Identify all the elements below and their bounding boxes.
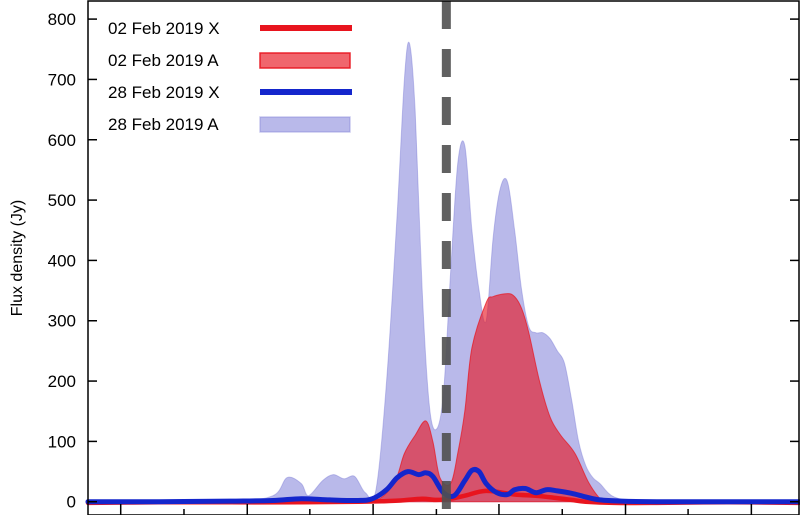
legend-label: 28 Feb 2019 X <box>108 83 220 102</box>
y-tick-label: 500 <box>48 191 76 210</box>
plot-frame <box>87 0 800 515</box>
legend-swatch-area <box>259 116 351 133</box>
line-series-layer <box>85 467 800 506</box>
y-tick-label: 800 <box>48 10 76 29</box>
y-tick-label: 0 <box>67 493 76 512</box>
legend-label: 28 Feb 2019 A <box>108 115 219 134</box>
legend-item-02-feb-2019-a: 02 Feb 2019 A <box>108 51 351 70</box>
y-axis: 0 100 200 300 400 500 600 700 800 <box>48 10 799 512</box>
y-tick-label: 700 <box>48 70 76 89</box>
y-axis-title: Flux density (Jy) <box>9 200 26 316</box>
y-tick-label: 300 <box>48 312 76 331</box>
legend-swatch-area <box>259 52 351 69</box>
legend: 02 Feb 2019 X 02 Feb 2019 A 28 Feb 2019 X 2… <box>108 19 352 134</box>
legend-label: 02 Feb 2019 A <box>108 51 219 70</box>
y-tick-label: 200 <box>48 372 76 391</box>
legend-item-02-feb-2019-x: 02 Feb 2019 X <box>108 19 352 38</box>
legend-item-28-feb-2019-x: 28 Feb 2019 X <box>108 83 352 102</box>
series-line-28-feb-2019-x <box>85 467 800 505</box>
x-axis <box>119 504 753 515</box>
y-tick-label: 100 <box>48 432 76 451</box>
legend-label: 02 Feb 2019 X <box>108 19 220 38</box>
legend-item-28-feb-2019-a: 28 Feb 2019 A <box>108 115 351 134</box>
y-tick-label: 400 <box>48 251 76 270</box>
y-tick-label: 600 <box>48 131 76 150</box>
